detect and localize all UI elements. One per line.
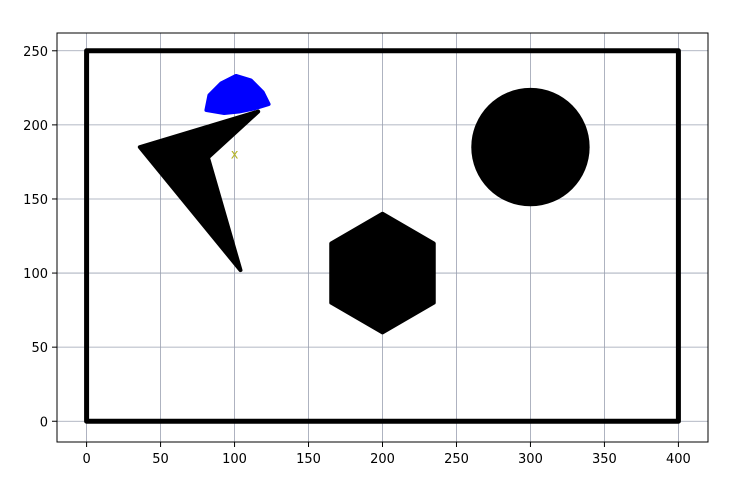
boundary [84, 48, 681, 424]
tick-layer: 0 50 100 150 200 250 300 350 400 0 50 100 150 200 250 [23, 45, 691, 467]
x-tick-label: 200 [370, 452, 395, 467]
x-tick-label: 300 [518, 452, 543, 467]
x-tick-label: 350 [592, 452, 617, 467]
hexagon-obstacle [329, 211, 436, 335]
x-tick-label: 400 [666, 452, 691, 467]
x-tick-label: 0 [82, 452, 90, 467]
y-tick-label: 200 [23, 119, 48, 134]
x-tick-label: 50 [152, 452, 169, 467]
y-tick-label: 150 [23, 193, 48, 208]
marker-layer: x [231, 148, 239, 163]
goal-marker: x [231, 148, 239, 163]
x-tick-label: 250 [444, 452, 469, 467]
y-tick-label: 250 [23, 45, 48, 60]
robot-blob [204, 73, 271, 116]
y-tick-label: 100 [23, 267, 48, 282]
x-tick-label: 100 [222, 452, 247, 467]
x-tick-label: 150 [296, 452, 321, 467]
y-tick-label: 50 [31, 341, 48, 356]
y-tick-label: 0 [40, 415, 48, 430]
arrowhead-obstacle [137, 109, 261, 273]
shape-layer [84, 48, 681, 424]
circle-obstacle [471, 87, 590, 207]
